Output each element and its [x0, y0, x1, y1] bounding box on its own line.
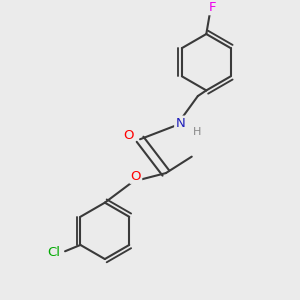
Text: N: N: [176, 117, 185, 130]
Text: Cl: Cl: [47, 246, 60, 259]
Text: F: F: [209, 1, 216, 14]
Text: O: O: [130, 169, 141, 183]
Text: O: O: [123, 129, 134, 142]
Text: H: H: [192, 128, 201, 137]
